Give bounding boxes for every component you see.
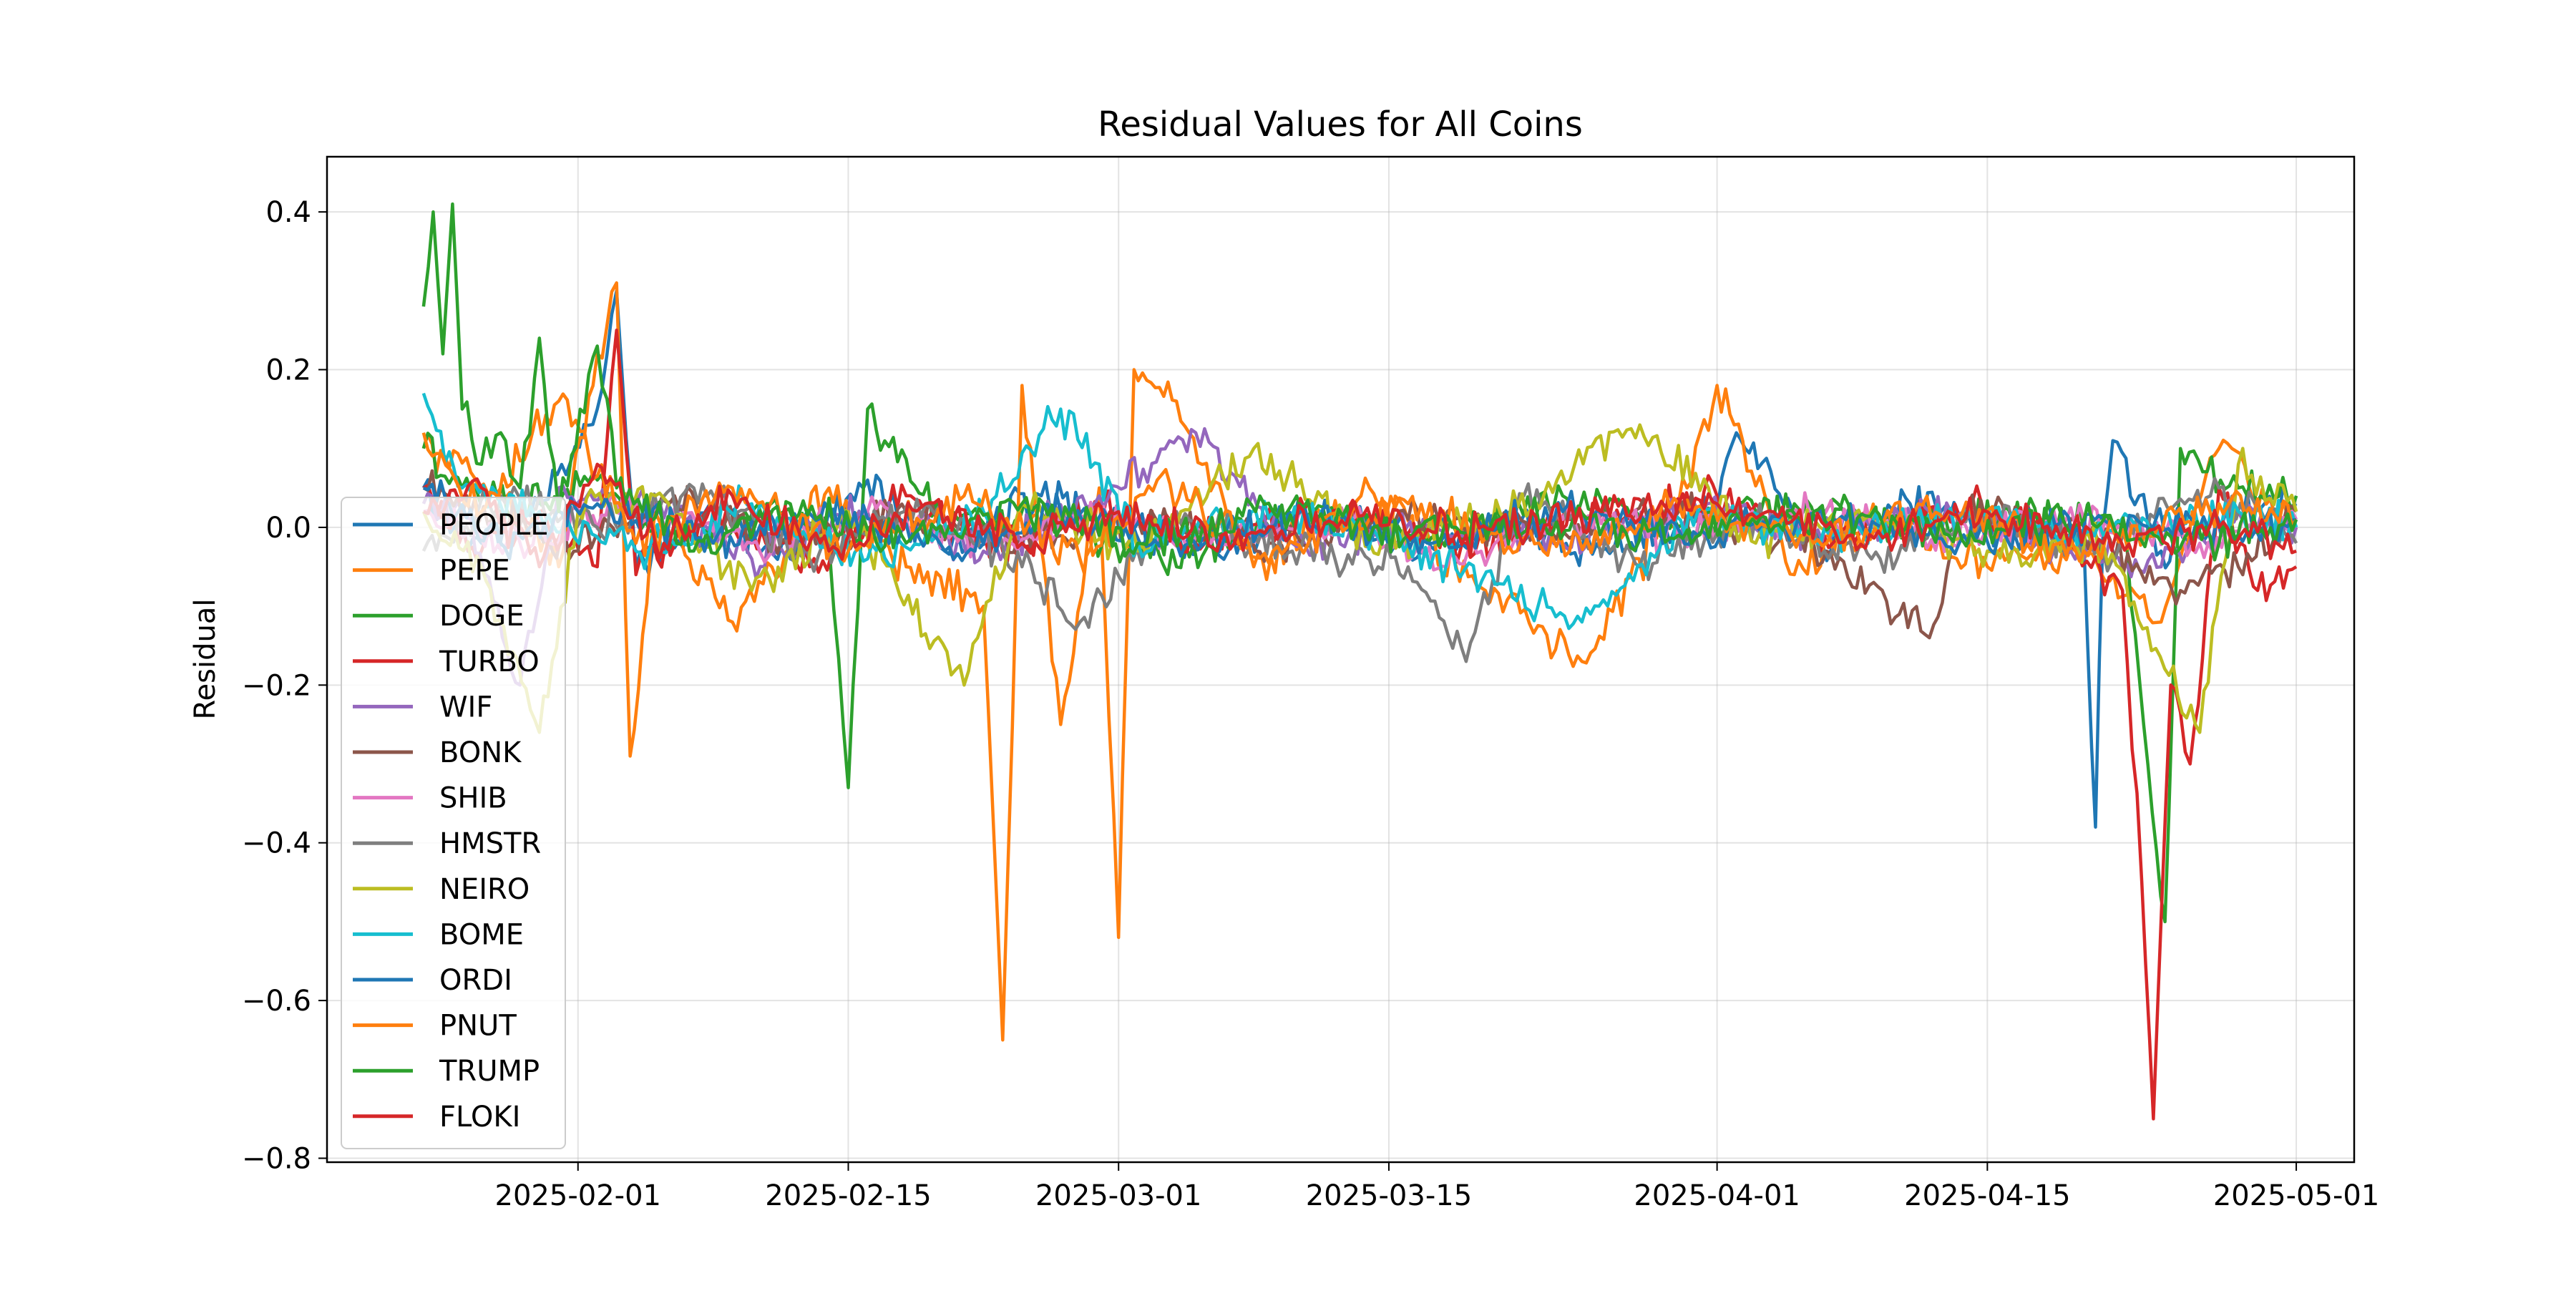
x-tick-label: 2025-05-01	[2213, 1179, 2379, 1212]
x-tick-label: 2025-03-15	[1306, 1179, 1472, 1212]
x-tick-label: 2025-04-15	[1904, 1179, 2070, 1212]
y-tick-label: −0.6	[242, 985, 311, 1018]
legend-label-trump: TRUMP	[439, 1055, 540, 1088]
legend: PEOPLE PEPE DOGE TURBO WIF BONK SHIB HMSTR NEIRO…	[341, 497, 566, 1149]
series-layer	[421, 202, 2298, 1121]
y-tick-label: 0.2	[265, 354, 311, 387]
legend-label-bonk: BONK	[439, 736, 522, 769]
y-tick-label: −0.2	[242, 669, 311, 702]
x-axis: 2025-02-01 2025-02-15 2025-03-01 2025-03-15…	[495, 1162, 2379, 1212]
x-tick-label: 2025-02-01	[495, 1179, 661, 1212]
legend-label-people: PEOPLE	[439, 509, 549, 542]
y-tick-label: 0.0	[265, 512, 311, 545]
legend-label-doge: DOGE	[439, 600, 525, 633]
legend-box	[341, 497, 566, 1149]
y-tick-label: 0.4	[265, 196, 311, 229]
x-tick-label: 2025-04-01	[1634, 1179, 1800, 1212]
y-tick-label: −0.4	[242, 827, 311, 860]
series-line-trump	[421, 202, 2298, 562]
y-axis: 0.4 0.2 0.0 −0.2 −0.4 −0.6 −0.8	[242, 196, 327, 1175]
legend-label-floki: FLOKI	[439, 1101, 520, 1134]
series-line-neiro	[421, 423, 2298, 734]
legend-label-pnut: PNUT	[439, 1010, 517, 1043]
legend-label-wif: WIF	[439, 691, 492, 724]
plot-frame	[326, 155, 2356, 1164]
legend-label-shib: SHIB	[439, 782, 507, 815]
series-line-floki	[422, 462, 2297, 569]
legend-label-pepe: PEPE	[439, 555, 510, 588]
legend-label-neiro: NEIRO	[439, 873, 530, 906]
y-tick-label: −0.8	[242, 1142, 311, 1175]
x-tick-label: 2025-02-15	[765, 1179, 931, 1212]
chart-title: Residual Values for All Coins	[1098, 104, 1583, 145]
legend-label-hmstr: HMSTR	[439, 827, 541, 860]
x-tick-label: 2025-03-01	[1035, 1179, 1201, 1212]
legend-label-ordi: ORDI	[439, 964, 512, 997]
legend-label-bome: BOME	[439, 918, 524, 951]
y-axis-label: Residual	[189, 599, 222, 720]
legend-label-turbo: TURBO	[439, 646, 540, 678]
